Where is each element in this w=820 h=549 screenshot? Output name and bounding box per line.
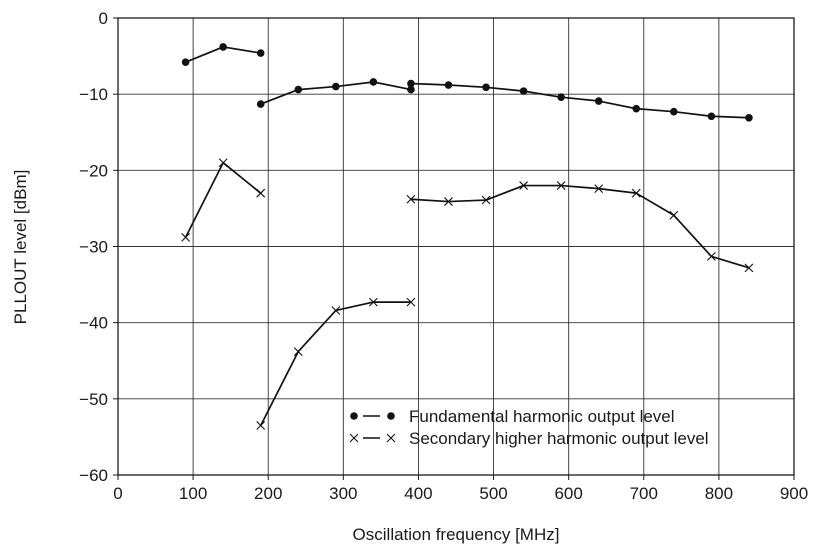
data-point — [557, 93, 565, 102]
legend-marker — [350, 412, 358, 420]
axis-ticks: 0 100 200 300 400 500 600 700 800 900 0 −10 −20 −30 −4… — [79, 9, 808, 503]
series-1 — [181, 158, 754, 430]
data-point — [256, 188, 266, 198]
x-tick-label: 800 — [705, 484, 733, 503]
data-point — [406, 194, 416, 204]
data-point — [219, 43, 227, 51]
data-point — [181, 58, 190, 66]
data-point — [707, 112, 716, 121]
series-line — [410, 82, 749, 119]
y-axis-label: PLLOUT level [dBm] — [11, 170, 30, 325]
y-tick-label: −20 — [79, 161, 108, 180]
data-point — [519, 181, 528, 190]
y-tick-label: 0 — [99, 9, 108, 28]
y-tick-label: −60 — [79, 466, 108, 485]
data-point — [706, 252, 716, 261]
y-tick-label: −10 — [79, 85, 108, 104]
series-line — [184, 161, 262, 238]
x-tick-label: 500 — [479, 484, 507, 503]
data-point — [631, 188, 641, 198]
y-tick-label: −50 — [79, 390, 108, 409]
data-point — [406, 297, 416, 307]
x-tick-label: 0 — [113, 484, 122, 503]
x-tick-label: 100 — [179, 484, 207, 503]
data-point — [481, 195, 491, 205]
x-tick-label: 200 — [254, 484, 282, 503]
legend-symbol-secondary — [349, 433, 396, 443]
y-tick-label: −40 — [79, 314, 108, 333]
data-point — [632, 104, 641, 113]
x-axis-label: Oscillation frequency [MHz] — [353, 525, 560, 544]
data-point — [594, 184, 604, 194]
data-point — [556, 181, 566, 190]
legend-marker — [349, 433, 359, 443]
x-tick-label: 400 — [404, 484, 432, 503]
data-point — [332, 82, 340, 91]
data-point — [594, 97, 603, 105]
legend-label-fundamental: Fundamental harmonic output level — [409, 407, 675, 426]
series-line — [259, 301, 411, 426]
legend-symbol-fundamental — [350, 412, 395, 420]
y-tick-label: −30 — [79, 238, 108, 257]
x-tick-label: 900 — [780, 484, 808, 503]
x-tick-label: 300 — [329, 484, 357, 503]
data-point — [745, 113, 753, 122]
series-0 — [181, 43, 753, 122]
data-point — [256, 49, 265, 57]
data-point — [407, 79, 415, 88]
data-point — [256, 421, 266, 430]
data-point — [670, 107, 678, 116]
data-point — [669, 210, 679, 220]
legend-marker — [386, 433, 396, 443]
legend: Fundamental harmonic output level Second… — [349, 407, 709, 448]
data-point — [407, 85, 415, 94]
data-point — [294, 85, 303, 94]
legend-label-secondary: Secondary higher harmonic output level — [409, 429, 709, 448]
data-point — [369, 78, 378, 86]
series-layer — [181, 43, 754, 430]
data-point — [482, 83, 490, 92]
data-point — [331, 306, 341, 315]
x-tick-label: 700 — [630, 484, 658, 503]
data-point — [181, 232, 190, 242]
data-point — [444, 81, 453, 89]
data-point — [293, 347, 303, 356]
x-tick-label: 600 — [554, 484, 582, 503]
data-point — [218, 158, 228, 168]
data-point — [519, 87, 528, 95]
data-point — [444, 197, 453, 206]
grid-lines — [118, 18, 794, 475]
data-point — [744, 263, 754, 273]
series-line — [410, 184, 750, 269]
data-point — [368, 297, 378, 307]
legend-marker — [387, 412, 395, 420]
data-point — [256, 100, 265, 108]
